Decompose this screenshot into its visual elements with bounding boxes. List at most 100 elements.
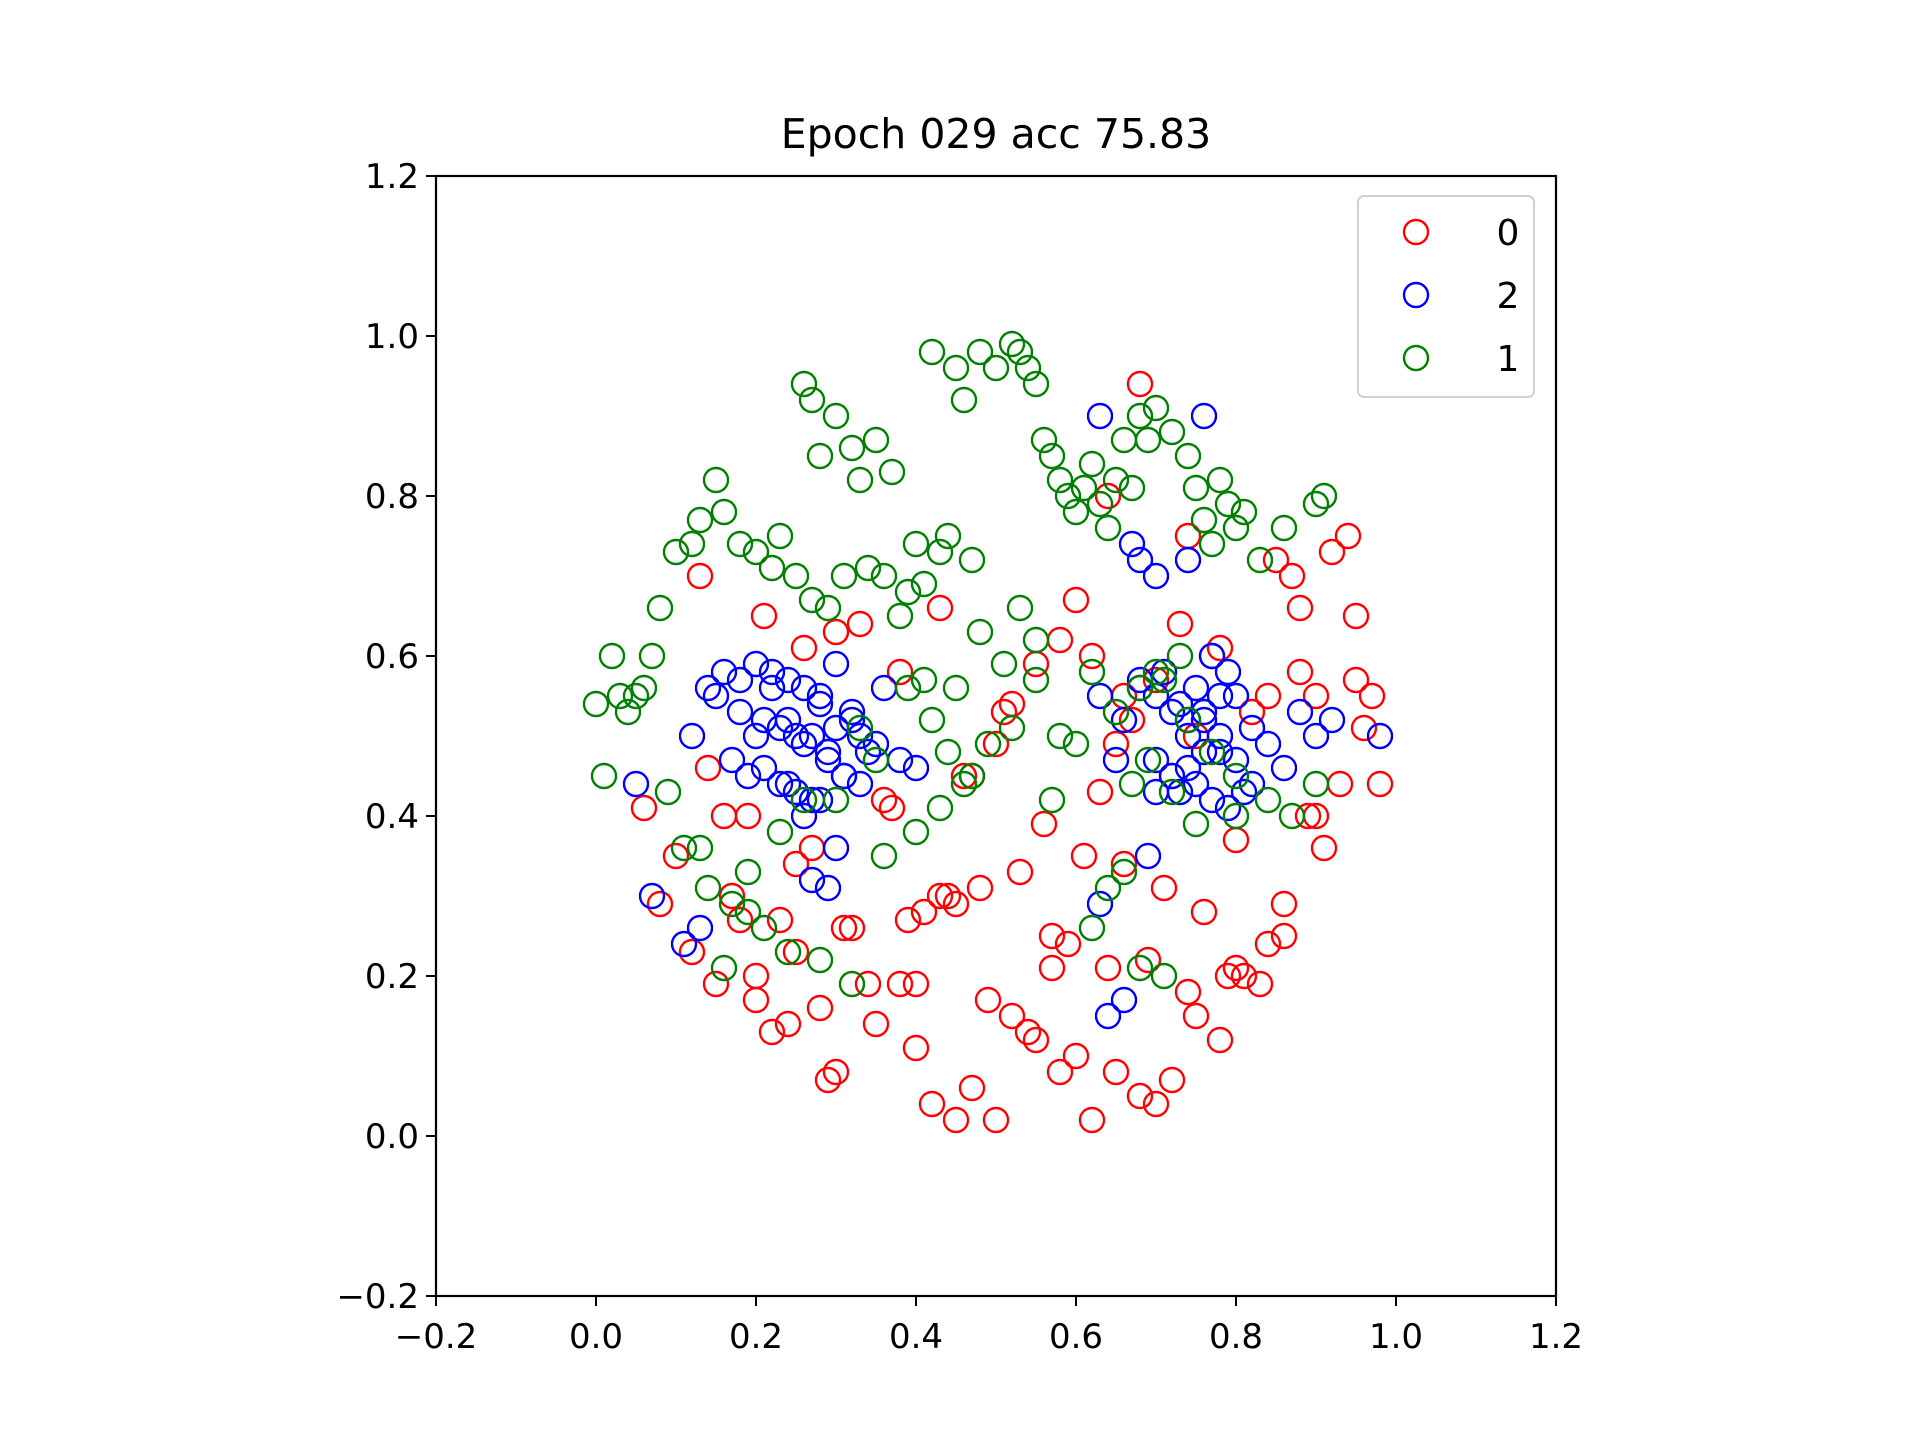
data-point bbox=[846, 466, 874, 494]
data-point bbox=[750, 602, 778, 630]
data-point bbox=[1118, 770, 1146, 798]
y-tick-label: 0.0 bbox=[365, 1117, 419, 1157]
data-point bbox=[950, 762, 978, 790]
data-point bbox=[1246, 546, 1274, 574]
data-point bbox=[1102, 466, 1130, 494]
data-point bbox=[1166, 610, 1194, 638]
data-point bbox=[734, 898, 762, 926]
data-point bbox=[814, 1066, 842, 1094]
data-point bbox=[926, 882, 954, 910]
data-point bbox=[1302, 490, 1330, 518]
data-point bbox=[782, 938, 810, 966]
data-point bbox=[1238, 714, 1266, 742]
data-point bbox=[1190, 706, 1218, 734]
data-point bbox=[1062, 586, 1090, 614]
data-point bbox=[902, 754, 930, 782]
data-point bbox=[830, 914, 858, 942]
data-point bbox=[1006, 338, 1034, 366]
data-point bbox=[1278, 562, 1306, 590]
data-point bbox=[1174, 754, 1202, 782]
y-tick-label: 1.2 bbox=[365, 157, 419, 197]
data-point bbox=[806, 442, 834, 470]
data-point bbox=[726, 906, 754, 934]
data-point bbox=[750, 914, 778, 942]
data-point bbox=[726, 698, 754, 726]
data-point bbox=[1134, 842, 1162, 870]
data-point bbox=[670, 834, 698, 862]
data-point bbox=[1158, 418, 1186, 446]
data-point bbox=[1222, 514, 1250, 542]
data-point bbox=[774, 938, 802, 966]
data-point bbox=[846, 770, 874, 798]
data-point bbox=[838, 914, 866, 942]
data-point bbox=[710, 954, 738, 982]
data-point bbox=[966, 618, 994, 646]
data-point bbox=[1142, 394, 1170, 422]
legend-marker bbox=[1402, 281, 1430, 309]
data-point bbox=[1134, 946, 1162, 974]
data-point bbox=[638, 882, 666, 910]
data-point bbox=[1086, 778, 1114, 806]
data-point bbox=[862, 426, 890, 454]
data-point bbox=[942, 674, 970, 702]
data-point bbox=[1118, 530, 1146, 558]
data-point bbox=[1182, 474, 1210, 502]
data-point bbox=[1062, 1042, 1090, 1070]
data-point bbox=[1110, 850, 1138, 878]
data-point bbox=[774, 770, 802, 798]
data-point bbox=[1214, 962, 1242, 990]
data-point bbox=[854, 554, 882, 582]
data-point bbox=[1310, 482, 1338, 510]
data-point bbox=[766, 522, 794, 550]
data-point bbox=[1078, 658, 1106, 686]
data-point bbox=[838, 698, 866, 726]
data-point bbox=[1206, 738, 1234, 766]
data-point bbox=[782, 722, 810, 750]
data-point bbox=[1270, 890, 1298, 918]
data-point bbox=[894, 906, 922, 934]
data-point bbox=[846, 722, 874, 750]
data-point bbox=[1118, 706, 1146, 734]
data-point bbox=[894, 578, 922, 606]
data-point bbox=[782, 850, 810, 878]
x-axis: −0.2 0.0 0.2 0.4 0.6 0.8 1.0 1.2 bbox=[395, 1296, 1583, 1357]
data-point bbox=[1142, 562, 1170, 590]
data-point bbox=[638, 642, 666, 670]
data-point bbox=[966, 874, 994, 902]
data-point bbox=[1222, 954, 1250, 982]
data-point bbox=[1126, 546, 1154, 574]
data-point bbox=[1222, 762, 1250, 790]
data-point bbox=[790, 786, 818, 814]
data-point bbox=[1158, 1066, 1186, 1094]
data-point bbox=[734, 858, 762, 886]
y-tick-label: 0.2 bbox=[365, 957, 419, 997]
data-point bbox=[838, 706, 866, 734]
data-point bbox=[1166, 778, 1194, 806]
data-point bbox=[1302, 722, 1330, 750]
data-point bbox=[1198, 786, 1226, 814]
data-point bbox=[734, 762, 762, 790]
y-tick-label: 0.4 bbox=[365, 797, 419, 837]
data-point bbox=[630, 674, 658, 702]
data-point bbox=[798, 866, 826, 894]
data-point bbox=[1174, 546, 1202, 574]
data-point bbox=[902, 818, 930, 846]
data-point bbox=[910, 666, 938, 694]
y-tick-label: −0.2 bbox=[336, 1277, 419, 1317]
data-point bbox=[718, 890, 746, 918]
data-point bbox=[814, 746, 842, 774]
data-point bbox=[1022, 666, 1050, 694]
data-point bbox=[982, 354, 1010, 382]
data-point bbox=[710, 658, 738, 686]
data-point bbox=[1094, 482, 1122, 510]
data-point bbox=[1086, 682, 1114, 710]
data-point bbox=[782, 562, 810, 590]
data-point bbox=[766, 906, 794, 934]
data-point bbox=[822, 618, 850, 646]
data-point bbox=[1198, 738, 1226, 766]
data-point bbox=[742, 962, 770, 990]
data-point bbox=[718, 882, 746, 910]
data-point bbox=[790, 370, 818, 398]
data-point bbox=[1134, 746, 1162, 774]
data-point bbox=[966, 338, 994, 366]
